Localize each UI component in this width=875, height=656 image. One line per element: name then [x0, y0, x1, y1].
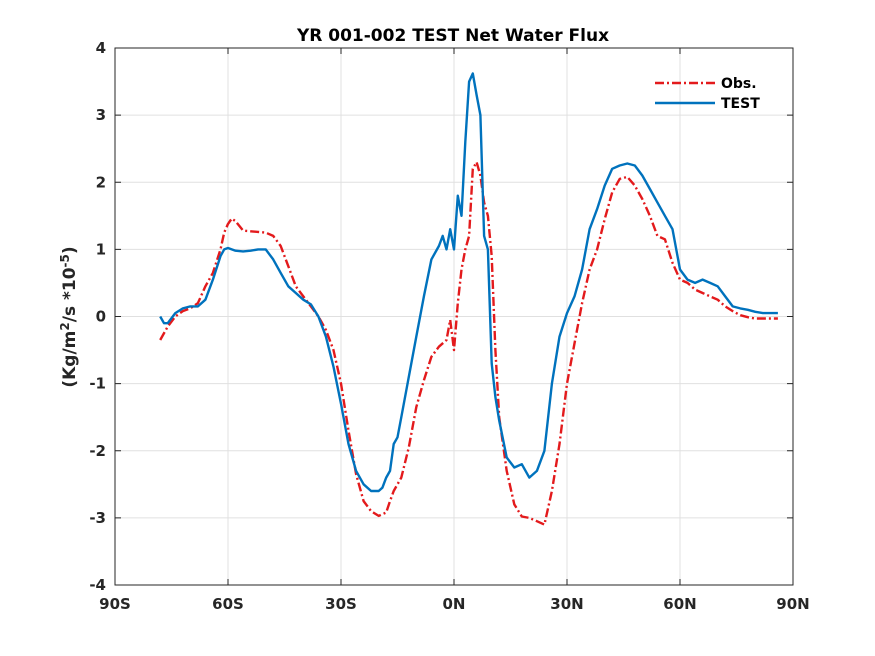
x-tick-label: 30N — [550, 595, 583, 613]
legend-label-obs: Obs. — [721, 76, 757, 92]
series-line-test — [159, 72, 778, 493]
y-tick-label: 1 — [96, 240, 106, 258]
legend-label-test: TEST — [721, 96, 760, 112]
y-tick-label: 3 — [96, 106, 106, 124]
grid — [114, 47, 794, 586]
x-tick-label: 90S — [99, 595, 131, 613]
y-tick-label: 0 — [96, 308, 106, 326]
x-tick-label: 60S — [212, 595, 244, 613]
y-tick-label: -1 — [89, 375, 106, 393]
y-tick-label: 4 — [96, 39, 106, 57]
x-tick-label: 0N — [443, 595, 466, 613]
x-tick-label: 90N — [776, 595, 809, 613]
y-tick-label: -4 — [89, 576, 106, 594]
x-tick-label: 60N — [663, 595, 696, 613]
chart-title: YR 001-002 TEST Net Water Flux — [296, 26, 609, 46]
plot-lines — [159, 72, 778, 526]
series-line-obs — [159, 160, 778, 526]
axes-frame — [114, 47, 794, 586]
y-tick-label: 2 — [96, 173, 106, 191]
tick-labels: 90S 60S 30S 0N 30N 60N 90N -4 -3 -2 -1 0 1 2 3 4 — [89, 39, 809, 613]
y-tick-label: -3 — [89, 509, 106, 527]
y-tick-label: -2 — [89, 442, 106, 460]
legend: Obs. TEST — [655, 76, 760, 112]
y-axis-label: (Kg/m2/s *10-5) — [58, 246, 80, 387]
x-tick-label: 30S — [325, 595, 357, 613]
